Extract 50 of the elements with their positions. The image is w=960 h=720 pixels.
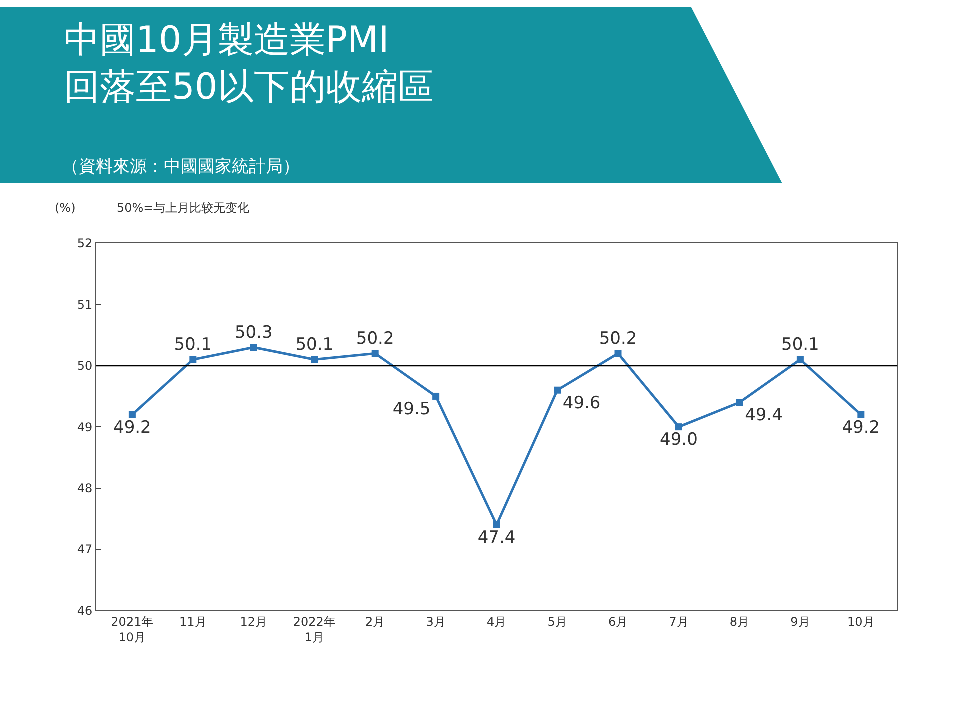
x-tick-label: 3月 xyxy=(426,615,446,630)
point xyxy=(493,521,500,528)
point xyxy=(796,356,804,364)
point xyxy=(372,350,379,358)
data-label: 49.0 xyxy=(660,430,698,450)
y-tick-label: 47 xyxy=(77,542,93,557)
data-label: 50.1 xyxy=(296,335,334,356)
x-tick-label: 11月 xyxy=(180,615,207,630)
x-tick-label: 12月 xyxy=(240,615,268,630)
x-tick-label: 10月 xyxy=(848,615,875,630)
data-label: 50.2 xyxy=(599,329,638,350)
y-tick-label: 46 xyxy=(77,604,93,618)
point xyxy=(554,386,562,394)
point xyxy=(858,411,865,418)
y-axis-title: (%) xyxy=(55,201,76,215)
data-label: 49.4 xyxy=(745,406,783,426)
x-tick-label: 5月 xyxy=(548,615,568,630)
y-tick-label: 49 xyxy=(77,420,93,434)
chart-title: 中國10月製造業PMI 回落至50以下的收縮區 xyxy=(64,20,434,108)
data-label: 49.6 xyxy=(562,393,601,414)
data-label: 49.5 xyxy=(392,400,431,420)
y-tick-label: 52 xyxy=(77,236,93,251)
point xyxy=(736,399,744,406)
data-label: 50.3 xyxy=(234,322,273,343)
point xyxy=(311,356,318,364)
x-tick-label: 6月 xyxy=(608,615,628,630)
y-tick-label: 50 xyxy=(77,359,93,374)
x-tick-label: 2022年 1月 xyxy=(293,615,336,645)
data-label: 50.2 xyxy=(356,329,394,350)
data-label: 50.1 xyxy=(782,335,820,356)
x-tick-label: 2021年 10月 xyxy=(111,615,154,645)
x-tick-label: 8月 xyxy=(730,615,750,630)
x-tick-label: 2月 xyxy=(366,615,386,630)
y-tick-label: 51 xyxy=(77,298,93,312)
data-label: 49.2 xyxy=(842,418,880,438)
point xyxy=(128,411,136,418)
text: 50%=与上月比较无变化 xyxy=(117,201,250,215)
point xyxy=(675,424,682,431)
chart-subtitle: （資料來源：中國國家統計局） xyxy=(62,157,300,177)
data-label: 47.4 xyxy=(478,528,516,548)
x-tick-label: 9月 xyxy=(790,615,810,630)
point xyxy=(250,344,258,352)
y-tick-label: 48 xyxy=(77,481,93,496)
point xyxy=(190,356,197,364)
data-label: 49.2 xyxy=(114,418,152,438)
x-tick-label: 4月 xyxy=(486,615,507,630)
point xyxy=(432,392,440,400)
data-label: 50.1 xyxy=(174,335,212,356)
x-tick-label: 7月 xyxy=(669,615,689,630)
point xyxy=(614,350,622,358)
